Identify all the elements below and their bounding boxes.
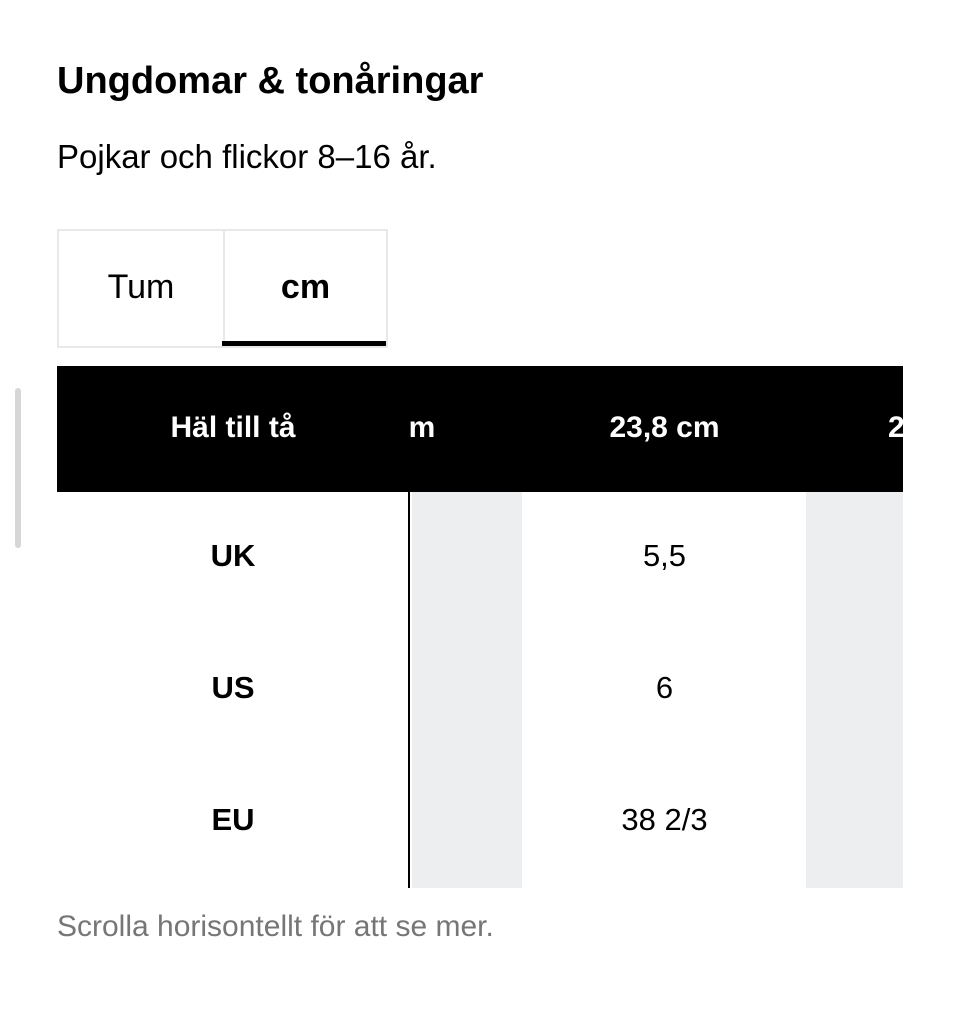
column-shade bbox=[412, 492, 522, 888]
cell-value: 38 2/3 bbox=[621, 802, 708, 837]
sticky-divider bbox=[408, 492, 410, 888]
column-shade bbox=[806, 492, 903, 888]
title: Ungdomar & tonåringar bbox=[57, 60, 484, 102]
tab[interactable]: Tum bbox=[59, 231, 225, 346]
size-table[interactable]: Häl till tå m 23,8 cm 2 UK 5,5 US 6 EU 38 2/3 bbox=[57, 366, 903, 888]
subtitle: Pojkar och flickor 8–16 år. bbox=[57, 138, 437, 175]
cell-value: 5,5 bbox=[642, 538, 687, 573]
header-cell: Häl till tå bbox=[170, 411, 296, 444]
row-label: UK bbox=[210, 538, 256, 573]
scrollbar bbox=[15, 388, 21, 548]
header-cell: 23,8 cm bbox=[609, 411, 720, 444]
tab-underline bbox=[222, 341, 386, 346]
header-cell: m bbox=[408, 411, 436, 444]
header-cell: 2 bbox=[888, 411, 903, 444]
table-header: Häl till tå m 23,8 cm 2 bbox=[57, 366, 903, 492]
tab-active[interactable]: cm bbox=[280, 268, 331, 306]
scroll-hint: Scrolla horisontellt för att se mer. bbox=[57, 910, 494, 943]
row-label: US bbox=[211, 670, 255, 705]
row-label: EU bbox=[211, 802, 255, 837]
cell-value: 6 bbox=[655, 670, 674, 705]
unit-tabs: Tum cm bbox=[57, 229, 388, 348]
